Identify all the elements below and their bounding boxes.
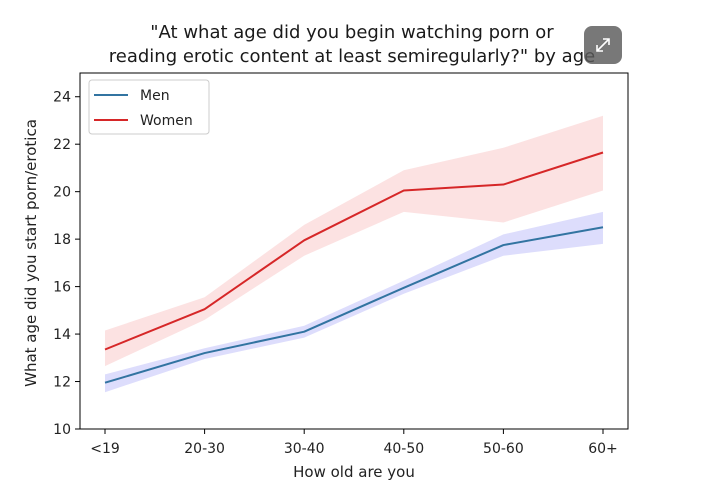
chart-title: "At what age did you begin watching porn…: [109, 22, 595, 67]
data-point-men-5: [601, 225, 606, 230]
data-point-women-2: [302, 238, 307, 243]
data-point-women-3: [401, 188, 406, 193]
y-tick-label: 22: [53, 137, 71, 153]
y-tick-label: 10: [53, 422, 71, 438]
x-tick-label: 50-60: [483, 441, 524, 457]
confidence-band-men: [105, 211, 603, 393]
y-tick-label: 16: [53, 280, 71, 296]
legend-label-women: Women: [140, 113, 193, 129]
plot-frame: [79, 72, 629, 430]
y-tick-label: 14: [53, 327, 71, 343]
x-tick-label: 40-50: [383, 441, 424, 457]
data-point-women-5: [601, 150, 606, 155]
data-point-men-0: [103, 380, 108, 385]
x-tick-label: 20-30: [184, 441, 225, 457]
data-point-men-4: [501, 243, 506, 248]
data-point-women-4: [501, 182, 506, 187]
y-tick-label: 12: [53, 375, 71, 391]
series-line-men: [104, 226, 604, 384]
expand-icon: [596, 38, 610, 52]
data-point-women-1: [202, 307, 207, 312]
y-tick-label: 24: [53, 90, 71, 106]
x-tick-label: 60+: [588, 441, 618, 457]
expand-button[interactable]: [584, 26, 622, 64]
chart-title-line-1: "At what age did you begin watching porn…: [150, 22, 554, 43]
x-axis-label: How old are you: [293, 463, 415, 481]
y-axis-label: What age did you start porn/erotica: [22, 119, 40, 387]
series-line-women: [104, 151, 604, 351]
x-tick-label: <19: [90, 441, 120, 457]
data-point-men-2: [302, 329, 307, 334]
chart-title-line-2: reading erotic content at least semiregu…: [109, 46, 595, 67]
x-tick-label: 30-40: [284, 441, 325, 457]
data-point-women-0: [103, 347, 108, 352]
data-point-men-1: [202, 351, 207, 356]
data-point-men-3: [401, 285, 406, 290]
confidence-band-women: [105, 115, 603, 367]
legend-label-men: Men: [140, 88, 170, 104]
y-tick-label: 20: [53, 185, 71, 201]
y-tick-label: 18: [53, 232, 71, 248]
